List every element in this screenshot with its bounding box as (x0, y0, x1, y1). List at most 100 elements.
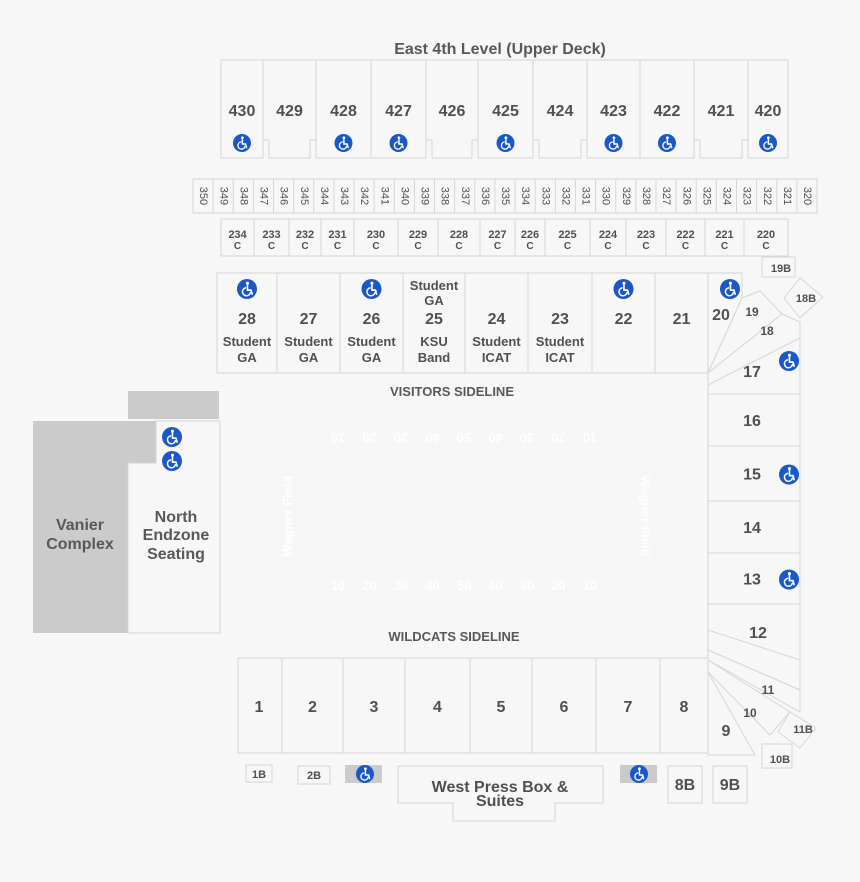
club-suffix: C (414, 241, 421, 252)
yard-number: 20 (362, 578, 376, 593)
section-number: 426 (439, 103, 466, 120)
section-number: 344 (318, 187, 330, 205)
section-11[interactable] (707, 649, 801, 713)
press-box-label: West Press Box & (432, 779, 569, 796)
section-18b[interactable] (783, 277, 824, 319)
section-number: 15 (743, 467, 761, 484)
section-number: 18 (760, 324, 774, 338)
section-number: 20 (712, 307, 730, 324)
section-label: GA (362, 350, 382, 365)
section-number: 9B (720, 777, 740, 794)
section-number: 334 (519, 187, 531, 205)
section-number: 333 (539, 187, 551, 205)
section-number: 228 (450, 229, 468, 241)
section-10b[interactable] (761, 743, 793, 769)
wheelchair-icon (759, 134, 777, 152)
section-number: 1 (255, 699, 264, 716)
section-number: 427 (385, 103, 412, 120)
section-number: 14 (743, 520, 761, 537)
section-number: 19B (771, 263, 791, 275)
north-endzone-label: Endzone (143, 527, 210, 544)
section-number: 429 (276, 103, 303, 120)
section-9b[interactable] (712, 765, 748, 804)
north-endzone-label: Seating (147, 546, 205, 563)
yard-number: 40 (488, 430, 502, 445)
section-number: 323 (741, 187, 753, 205)
section-number: 25 (425, 311, 443, 328)
section-number: 10 (743, 706, 757, 720)
section-number: 348 (237, 187, 249, 205)
section-number: 341 (378, 187, 390, 205)
wheelchair-icon (162, 451, 182, 471)
club-suffix: C (268, 241, 275, 252)
west-press-box[interactable] (397, 765, 604, 822)
section-number: 425 (492, 103, 519, 120)
section-label: ICAT (482, 350, 511, 365)
wheelchair-icon (389, 134, 408, 152)
section-label: ICAT (545, 350, 574, 365)
section-number: 229 (409, 229, 427, 241)
section-number: 230 (367, 229, 385, 241)
section-number: 16 (743, 413, 761, 430)
section-number: 424 (547, 103, 574, 120)
north-endzone-seating[interactable] (127, 420, 221, 634)
section-number: 9 (722, 723, 731, 740)
yard-number: 50 (457, 578, 471, 593)
yard-number: 10 (331, 430, 345, 445)
north-endzone-label: North (155, 509, 198, 526)
section-19b[interactable] (761, 256, 796, 278)
section-number: 321 (781, 187, 793, 205)
section-number: 28 (238, 311, 256, 328)
section-number: 234 (228, 229, 247, 241)
section-number: 420 (755, 103, 782, 120)
level-3-sections: 350 349 348 347 346 345 344 343 342 341 340 339 338 3… (192, 178, 818, 214)
section-8b[interactable] (667, 765, 703, 804)
club-suffix: C (334, 241, 341, 252)
section-number: 342 (358, 187, 370, 205)
south-endzone-section[interactable] (707, 500, 801, 554)
section-2b[interactable] (297, 765, 331, 785)
section-number: 8B (675, 777, 695, 794)
section-11b[interactable] (777, 711, 817, 749)
map-title: East 4th Level (Upper Deck) (394, 41, 606, 58)
south-endzone-sections: 17 16 15 14 13 12 (707, 337, 801, 661)
section-number: 6 (560, 699, 569, 716)
club-suffix: C (494, 241, 501, 252)
vanier-complex (33, 421, 156, 633)
level-2-band (220, 218, 789, 257)
section-number: 421 (708, 103, 735, 120)
wheelchair-icon (658, 134, 676, 152)
section-1b[interactable] (245, 764, 273, 783)
section-label: Band (418, 350, 451, 365)
section-label: Student (347, 334, 396, 349)
wheelchair-icon (604, 134, 623, 152)
yard-number: 30 (520, 430, 534, 445)
yard-number: 10 (583, 578, 597, 593)
wheelchair-icon (233, 134, 251, 152)
southeast-corner-sections: 11 10 9 11B 10B (707, 629, 817, 769)
section-number: 227 (488, 229, 506, 241)
section-number: 331 (580, 187, 592, 205)
club-suffix: C (564, 241, 571, 252)
section-number: 225 (558, 229, 576, 241)
south-endzone-section[interactable] (707, 393, 801, 447)
wheelchair-icon (162, 427, 182, 447)
section-number: 322 (761, 187, 773, 205)
section-number: 349 (217, 187, 229, 205)
west-lower-sections: 1 2 3 4 5 6 7 8 1B 2B West Press Box &Suites 8B 9B (237, 657, 748, 822)
yard-number: 20 (551, 430, 565, 445)
wheelchair-icon (361, 279, 382, 299)
football-field: 10 10 20 20 30 30 40 40 50 50 40 40 30 30 20 20 10 10 Wagn… (280, 430, 653, 593)
section-number: 330 (600, 187, 612, 205)
wheelchair-icon (779, 464, 799, 485)
section-number: 324 (721, 187, 733, 205)
section-number: 22 (615, 311, 633, 328)
visitors-sideline-label: VISITORS SIDELINE (390, 384, 514, 399)
section-number: 4 (433, 699, 442, 716)
upper-deck-sections: 430 429 428 427 426 425 424 423 422 421 420 (220, 59, 789, 159)
yard-number: 10 (331, 578, 345, 593)
yard-number: 10 (583, 430, 597, 445)
east-lower-sections: 28StudentGA27StudentGA26StudentGAStudent… (216, 272, 709, 374)
yard-number: 40 (425, 430, 439, 445)
